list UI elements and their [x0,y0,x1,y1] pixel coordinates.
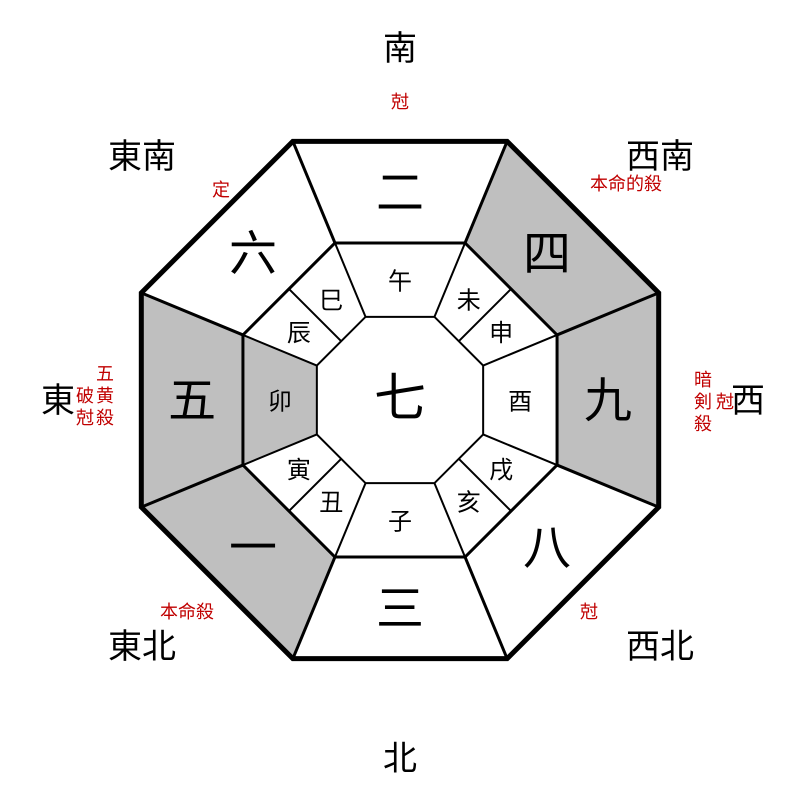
outer-num-w: 五 [168,375,216,428]
anno-e-2: 殺 [694,414,712,434]
branch-2: 申 [489,320,513,347]
center-number: 七 [374,371,426,428]
anno-e-0: 暗 [694,370,712,390]
branch-5: 亥 [457,490,481,517]
branch-10: 辰 [287,321,311,347]
anno-nw: 定 [212,180,230,200]
branch-6: 子 [388,510,412,536]
anno-w-0: 五 [96,364,114,384]
outer-num-sw: 一 [229,522,277,575]
anno-sw: 本命殺 [160,602,214,622]
cardinal-se: 西北 [626,629,694,666]
anno-top: 尅 [391,92,409,112]
outer-num-s: 三 [376,583,424,636]
cardinal-w: 東 [41,382,75,420]
branch-11: 巳 [319,288,343,314]
cardinal-n: 南 [383,30,417,68]
cardinal-ne: 西南 [626,138,694,176]
branch-0: 午 [388,268,412,295]
branch-7: 丑 [319,491,343,517]
anno-se: 尅 [580,602,598,622]
spoke-outer-0 [293,141,335,243]
cardinal-e: 西 [731,383,765,420]
spoke-outer-4 [465,557,507,659]
anno-e-extra: 尅 [716,392,734,412]
outer-num-nw: 六 [229,228,277,281]
anno-w-1: 黄 [96,386,114,406]
branch-8: 寅 [287,457,311,484]
branch-9: 卯 [268,389,292,416]
cardinal-nw: 東南 [108,138,176,176]
anno-wb-1: 尅 [76,408,94,428]
outer-num-e: 九 [584,375,632,428]
anno-w-2: 殺 [96,408,114,428]
outer-num-se: 八 [523,522,571,575]
cardinal-sw: 東北 [108,628,176,666]
outer-num-n: 二 [376,167,424,220]
branch-3: 酉 [508,390,532,416]
anno-e-1: 剣 [694,392,712,412]
branch-4: 戌 [489,457,513,484]
outer-num-ne: 四 [523,228,571,281]
branch-1: 未 [457,287,481,314]
anno-wb-0: 破 [76,386,94,406]
cardinal-s: 北 [383,741,417,778]
anno-ne: 本命的殺 [590,174,662,194]
bagua-diagram: 七二四九八三一五六午未申酉戌亥子丑寅卯辰巳南西南西西北北東北東東南尅本命的殺暗剣… [41,30,765,778]
